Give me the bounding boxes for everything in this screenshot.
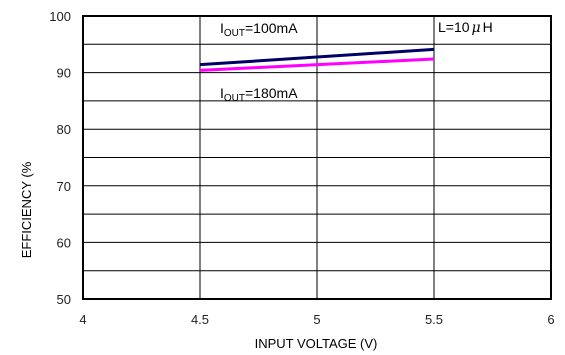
annotation-iout-100ma-subscript: OUT — [224, 28, 245, 39]
annotation-inductor-mu: μ — [472, 20, 481, 36]
series-line-iout-100ma — [199, 47, 435, 67]
y-tick-label: 100 — [49, 9, 71, 24]
annotation-inductor: L=10 μ H — [438, 19, 493, 36]
y-tick-labels: 50 60 70 80 90 100 — [49, 9, 71, 307]
annotation-iout-180ma-subscript: OUT — [224, 93, 245, 104]
annotation-iout-180ma: IOUT=180mA — [220, 85, 298, 104]
annotation-inductor-suffix: H — [483, 19, 493, 35]
y-axis-title: EFFICIENCY (% — [19, 161, 34, 258]
x-tick-label: 4 — [79, 312, 86, 327]
plot-frame — [82, 15, 552, 300]
x-tick-label: 6 — [547, 312, 554, 327]
x-tick-labels: 4 4.5 5 5.5 6 — [79, 312, 554, 327]
y-tick-label: 60 — [57, 235, 71, 250]
y-tick-label: 70 — [57, 179, 71, 194]
series-line-iout-180ma — [199, 57, 435, 72]
annotation-iout-180ma-value: =180mA — [245, 85, 298, 101]
y-tick-label: 90 — [57, 66, 71, 81]
y-tick-label: 80 — [57, 122, 71, 137]
y-tick-label: 50 — [57, 292, 71, 307]
x-tick-label: 4.5 — [191, 312, 209, 327]
annotation-iout-100ma-symbol: I — [220, 20, 224, 36]
x-axis-title: INPUT VOLTAGE (V) — [255, 336, 378, 351]
annotation-iout-100ma: IOUT=100mA — [220, 20, 298, 39]
x-tick-label: 5 — [313, 312, 320, 327]
x-tick-label: 5.5 — [425, 312, 443, 327]
annotation-iout-180ma-symbol: I — [220, 85, 224, 101]
annotation-inductor-prefix: L=10 — [438, 19, 470, 35]
grid — [83, 16, 551, 299]
annotation-iout-100ma-value: =100mA — [245, 20, 298, 36]
series-lines — [199, 47, 435, 72]
